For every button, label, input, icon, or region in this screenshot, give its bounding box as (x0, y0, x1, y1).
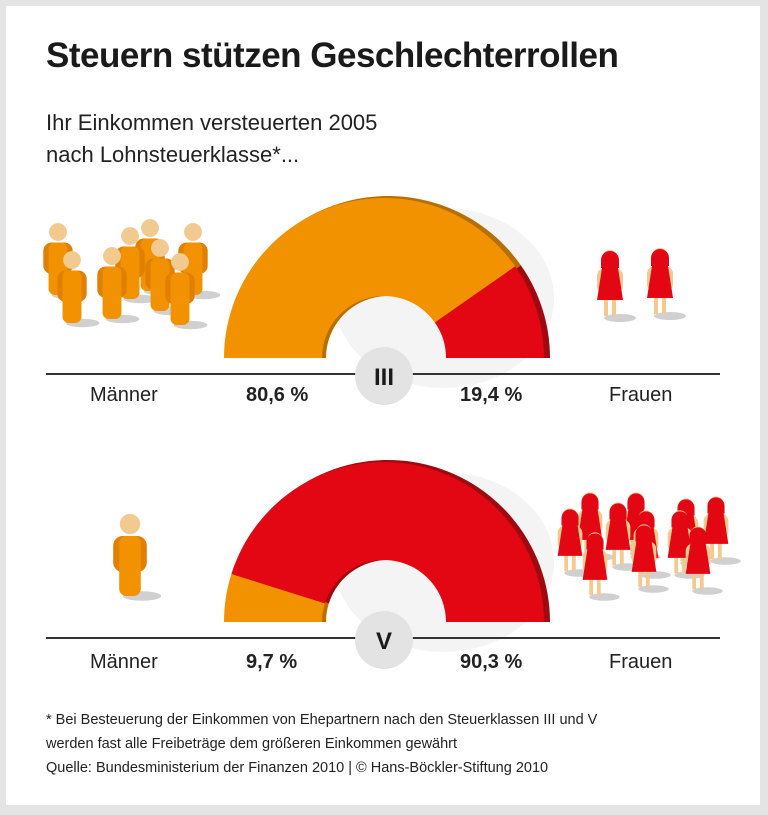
chart-2-slice-Männer (224, 573, 325, 622)
chart-2-slice-Frauen (231, 462, 544, 622)
head (103, 247, 121, 265)
leg (638, 566, 643, 588)
dress (685, 543, 711, 574)
torso (150, 258, 170, 311)
leg (692, 568, 697, 590)
hair (671, 511, 689, 528)
subtitle-line-2: nach Lohnsteuerklasse*... (46, 142, 300, 167)
dress (582, 549, 608, 580)
shadow (604, 314, 636, 322)
leg (604, 294, 608, 316)
chart-1-men-value: 80,6 % (246, 384, 309, 406)
head (151, 239, 169, 257)
leg (589, 574, 594, 596)
dress (647, 266, 673, 298)
leg (645, 566, 650, 588)
head (121, 227, 139, 245)
woman-figure (597, 250, 636, 322)
leg (654, 292, 658, 314)
head (119, 513, 141, 535)
chart-1-women-label: Frauen (609, 384, 673, 406)
leg (596, 574, 601, 596)
woman-figure (685, 526, 723, 595)
infographic-card (6, 6, 760, 805)
leg (571, 550, 576, 572)
man-figure (113, 513, 162, 601)
leg (612, 294, 616, 316)
page-title: Steuern stützen Geschlechterrollen (46, 36, 619, 75)
hair (609, 503, 627, 520)
shadow (640, 571, 671, 579)
leg (564, 550, 569, 572)
torso (62, 270, 82, 323)
hair (581, 493, 599, 510)
chart-1-class-label: III (374, 364, 394, 391)
dress (577, 509, 603, 540)
dress (631, 541, 657, 572)
shadow (638, 585, 669, 593)
woman-figure (582, 532, 620, 601)
torso (119, 536, 141, 596)
shadow (692, 587, 723, 595)
leg (612, 544, 617, 566)
hair (689, 527, 707, 544)
torso (102, 266, 122, 319)
man-figure (165, 253, 208, 330)
leg (717, 538, 722, 560)
chart-2-women-label: Frauen (609, 651, 673, 673)
dress (703, 513, 729, 544)
head (184, 223, 202, 241)
hair (561, 509, 579, 526)
woman-figure (605, 502, 643, 571)
leg (681, 552, 686, 574)
head (63, 251, 81, 269)
man-figure (57, 251, 100, 328)
woman-figure (557, 508, 595, 577)
chart-1-men-label: Männer (90, 384, 158, 406)
head (171, 253, 189, 271)
hair (627, 493, 645, 510)
leg (699, 568, 704, 590)
hair (637, 511, 655, 528)
hair (601, 251, 619, 268)
woman-figure (703, 496, 741, 565)
torso (170, 272, 190, 325)
dress (557, 525, 583, 556)
hair (651, 249, 669, 266)
head (141, 219, 159, 237)
shadow (589, 593, 620, 601)
leg (662, 292, 666, 314)
chart-2-class-label: V (376, 628, 392, 655)
chart-1-slice-Frauen (434, 266, 544, 358)
shadow (710, 557, 741, 565)
chart-1-women-value: 19,4 % (460, 384, 523, 406)
shadow (654, 312, 686, 320)
chart-1-slice-Männer (224, 197, 516, 358)
chart-1-class-badge (355, 347, 413, 405)
woman-figure (647, 248, 686, 320)
man-figure (97, 247, 140, 324)
hair (707, 497, 725, 514)
woman-figure (631, 524, 669, 593)
head (49, 223, 67, 241)
subtitle-line-1: Ihr Einkommen versteuerten 2005 (46, 110, 378, 135)
leg (619, 544, 624, 566)
source-note: Quelle: Bundesministerium der Finanzen 2… (46, 760, 549, 776)
dress (605, 519, 631, 550)
chart-2-women-value: 90,3 % (460, 651, 523, 673)
chart-2-class-badge (355, 611, 413, 669)
hair (586, 533, 604, 550)
chart-2-men-label: Männer (90, 651, 158, 673)
footnote-line-2: werden fast alle Freibeträge dem größere… (46, 736, 458, 752)
leg (674, 552, 679, 574)
dress (597, 268, 623, 300)
leg (710, 538, 715, 560)
leg (630, 534, 635, 556)
hair (635, 525, 653, 542)
footnote-line-1: * Bei Besteuerung der Einkommen von Ehep… (46, 712, 598, 728)
chart-2-men-value: 9,7 % (246, 651, 298, 673)
leg (584, 534, 589, 556)
